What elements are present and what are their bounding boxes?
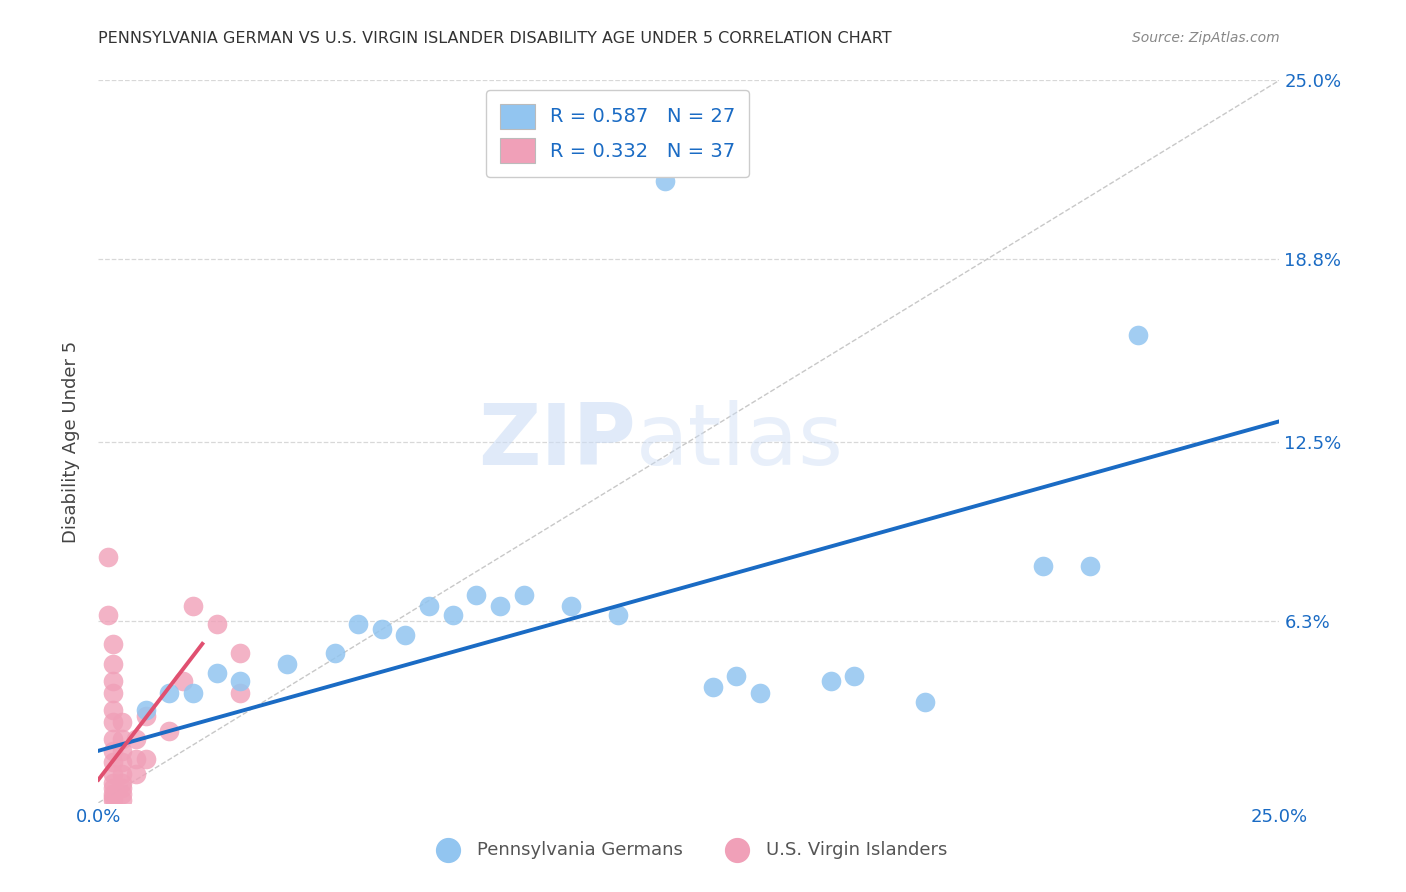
Point [125, 767, 148, 781]
Point [347, 616, 370, 631]
Point [101, 703, 124, 717]
Point [394, 628, 416, 642]
Point [135, 703, 157, 717]
Point [914, 695, 936, 709]
Point [205, 665, 228, 680]
Point [323, 646, 346, 660]
Point [101, 686, 124, 700]
Point [607, 607, 630, 622]
Point [181, 686, 204, 700]
Point [101, 732, 124, 747]
Point [1080, 558, 1102, 573]
Point [111, 714, 134, 729]
Point [820, 674, 842, 689]
Point [101, 775, 124, 789]
Point [135, 752, 157, 766]
Point [111, 732, 134, 747]
Point [205, 616, 228, 631]
Point [111, 744, 134, 758]
Point [465, 588, 488, 602]
Point [111, 775, 134, 789]
Point [844, 668, 866, 682]
Point [157, 723, 180, 738]
Point [101, 787, 124, 801]
Point [125, 732, 148, 747]
Point [101, 781, 124, 796]
Point [111, 756, 134, 770]
Text: PENNSYLVANIA GERMAN VS U.S. VIRGIN ISLANDER DISABILITY AGE UNDER 5 CORRELATION C: PENNSYLVANIA GERMAN VS U.S. VIRGIN ISLAN… [98, 31, 891, 46]
Point [111, 767, 134, 781]
Point [101, 767, 124, 781]
Point [489, 599, 512, 614]
Point [441, 607, 464, 622]
Point [512, 588, 534, 602]
Point [97, 607, 120, 622]
Point [725, 668, 748, 682]
Point [654, 174, 676, 188]
Point [111, 793, 134, 807]
Point [1126, 327, 1149, 342]
Point [101, 790, 124, 805]
Y-axis label: Disability Age Under 5: Disability Age Under 5 [62, 341, 80, 542]
Point [101, 793, 124, 807]
Point [371, 623, 394, 637]
Point [101, 657, 124, 671]
Point [276, 657, 298, 671]
Point [101, 756, 124, 770]
Point [111, 781, 134, 796]
Point [125, 752, 148, 766]
Point [101, 744, 124, 758]
Text: atlas: atlas [636, 400, 844, 483]
Point [418, 599, 440, 614]
Point [101, 714, 124, 729]
Point [157, 686, 180, 700]
Point [181, 599, 204, 614]
Point [702, 680, 724, 694]
Point [111, 787, 134, 801]
Point [172, 674, 194, 689]
Text: ZIP: ZIP [478, 400, 636, 483]
Point [229, 674, 252, 689]
Point [101, 637, 124, 651]
Legend: Pennsylvania Germans, U.S. Virgin Islanders: Pennsylvania Germans, U.S. Virgin Island… [423, 834, 955, 866]
Point [229, 686, 252, 700]
Point [101, 674, 124, 689]
Point [560, 599, 582, 614]
Text: Source: ZipAtlas.com: Source: ZipAtlas.com [1132, 31, 1279, 45]
Point [135, 709, 157, 723]
Point [1032, 558, 1054, 573]
Point [748, 686, 770, 700]
Point [229, 646, 252, 660]
Point [97, 550, 120, 565]
